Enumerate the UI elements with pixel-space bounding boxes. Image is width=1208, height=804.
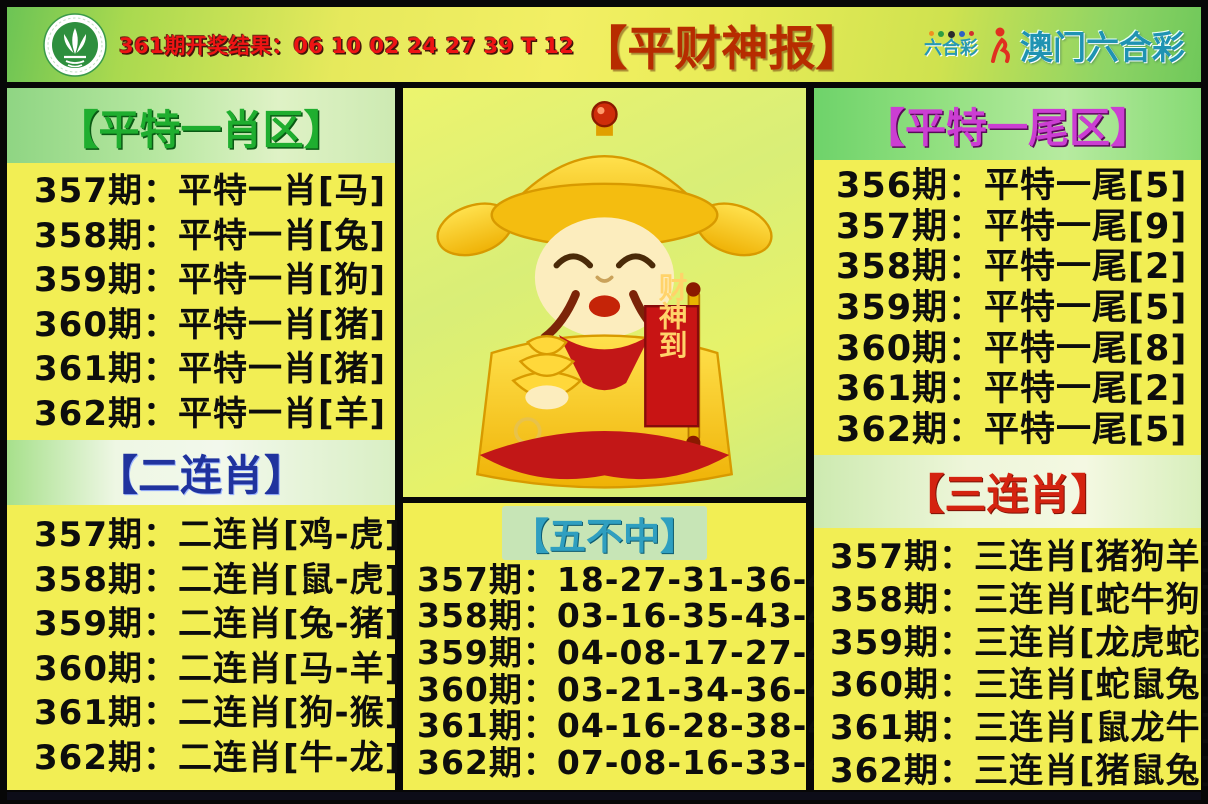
list-item: 360期：平特一肖[猪] bbox=[34, 304, 387, 345]
list-item: 357期：平特一尾[9] bbox=[836, 206, 1188, 247]
draw-result-text: 361期开奖结果：06 10 02 24 27 39 T 12 bbox=[119, 33, 575, 58]
sanlianxiao-list: 357期：三连肖[猪狗羊] 358期：三连肖[蛇牛狗] 359期：三连肖[龙虎蛇… bbox=[814, 528, 1208, 802]
pingte-yiwei-list: 356期：平特一尾[5] 357期：平特一尾[9] 358期：平特一尾[2] 3… bbox=[814, 160, 1201, 455]
panel-middle: 财神到 【五不中】 357期：18-27-31-36-40 358期：03-16… bbox=[403, 88, 856, 790]
list-item: 360期：平特一尾[8] bbox=[836, 328, 1188, 369]
list-item: 359期：二连肖[兔-猪] bbox=[34, 604, 402, 645]
brand-name: 澳门六合彩 bbox=[1020, 27, 1185, 67]
list-item: 358期：03-16-35-43-48 bbox=[417, 596, 856, 636]
page-title: 【平财神报】 bbox=[580, 22, 863, 77]
list-item: 361期：平特一尾[2] bbox=[836, 369, 1188, 410]
top-banner: 361期开奖结果：06 10 02 24 27 39 T 12 【平财神报】 六… bbox=[7, 7, 1201, 82]
list-item: 357期：平特一肖[马] bbox=[34, 171, 387, 212]
list-item: 356期：平特一尾[5] bbox=[836, 165, 1188, 206]
scroll-text: 财神到 bbox=[655, 272, 689, 358]
section-title-wubuzhong: 【五不中】 bbox=[403, 506, 806, 560]
list-item: 362期：三连肖[猪鼠兔] bbox=[830, 750, 1208, 791]
list-item: 359期：三连肖[龙虎蛇] bbox=[830, 622, 1208, 663]
list-item: 360期：03-21-34-36-49 bbox=[417, 669, 856, 709]
dancer-icon bbox=[986, 26, 1012, 64]
bottom-strip bbox=[7, 792, 1201, 800]
erlianxiao-list: 357期：二连肖[鸡-虎] 358期：二连肖[鼠-虎] 359期：二连肖[兔-猪… bbox=[7, 505, 402, 790]
list-item: 357期：三连肖[猪狗羊] bbox=[830, 537, 1208, 578]
list-item: 359期：平特一肖[狗] bbox=[34, 260, 387, 301]
brand-logo-text: 六合彩 bbox=[924, 38, 978, 59]
list-item: 358期：二连肖[鼠-虎] bbox=[34, 559, 402, 600]
pingte-yixiao-list: 357期：平特一肖[马] 358期：平特一肖[兔] 359期：平特一肖[狗] 3… bbox=[7, 163, 395, 440]
list-item: 358期：三连肖[蛇牛狗] bbox=[830, 579, 1208, 620]
list-item: 357期：18-27-31-36-40 bbox=[417, 559, 856, 599]
panel-pingte-yixiao: 【平特一肖区】 357期：平特一肖[马] 358期：平特一肖[兔] 359期：平… bbox=[7, 88, 402, 790]
list-item: 362期：二连肖[牛-龙] bbox=[34, 737, 402, 778]
panel-wubuzhong: 【五不中】 357期：18-27-31-36-40 358期：03-16-35-… bbox=[403, 503, 856, 790]
list-item: 362期：07-08-16-33-43 bbox=[417, 743, 856, 783]
list-item: 360期：三连肖[蛇鼠兔] bbox=[830, 665, 1208, 706]
list-item: 358期：平特一肖[兔] bbox=[34, 215, 387, 256]
list-item: 362期：平特一肖[羊] bbox=[34, 393, 387, 434]
macau-emblem-icon bbox=[43, 12, 107, 77]
list-item: 357期：二连肖[鸡-虎] bbox=[34, 515, 402, 556]
list-item: 362期：平特一尾[5] bbox=[836, 410, 1188, 451]
list-item: 361期：04-16-28-38-40 bbox=[417, 706, 856, 746]
section-title-pingte-yiwei: 【平特一尾区】 bbox=[814, 88, 1201, 160]
section-title-erlianxiao: 【二连肖】 bbox=[7, 440, 395, 505]
confetti-dots-icon bbox=[928, 31, 974, 38]
list-item: 358期：平特一尾[2] bbox=[836, 247, 1188, 288]
wealth-god-image: 财神到 bbox=[403, 88, 806, 497]
section-title-pingte-yixiao: 【平特一肖区】 bbox=[7, 88, 395, 163]
list-item: 359期：04-08-17-27-46 bbox=[417, 633, 856, 673]
list-item: 361期：三连肖[鼠龙牛] bbox=[830, 707, 1208, 748]
list-item: 359期：平特一尾[5] bbox=[836, 287, 1188, 328]
wubuzhong-list: 357期：18-27-31-36-40 358期：03-16-35-43-48 … bbox=[403, 559, 856, 789]
list-item: 361期：二连肖[狗-猴] bbox=[34, 693, 402, 734]
lottery-brand-icon: 六合彩 bbox=[924, 31, 978, 58]
section-title-text: 【五不中】 bbox=[502, 506, 707, 560]
panel-pingte-yiwei: 【平特一尾区】 356期：平特一尾[5] 357期：平特一尾[9] 358期：平… bbox=[814, 88, 1208, 790]
section-title-sanlianxiao: 【三连肖】 bbox=[814, 455, 1201, 528]
list-item: 361期：平特一肖[猪] bbox=[34, 349, 387, 390]
list-item: 360期：二连肖[马-羊] bbox=[34, 648, 402, 689]
brand-block: 六合彩 澳门六合彩 bbox=[924, 21, 1185, 69]
